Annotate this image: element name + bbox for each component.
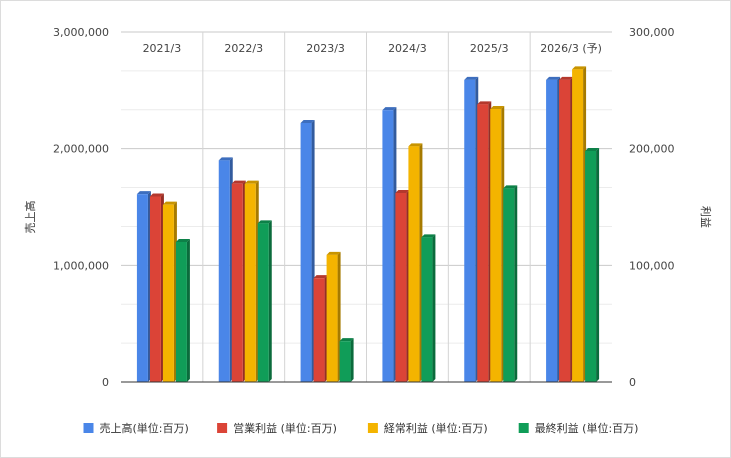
bar-4-2021/3 — [175, 239, 190, 382]
legend-swatch — [367, 423, 378, 433]
legend-item-4[interactable]: 最終利益 (単位:百万) — [518, 421, 639, 435]
bar-2-2023/3 — [313, 275, 328, 382]
legend-item-3[interactable]: 経常利益 (単位:百万) — [367, 421, 488, 435]
y-right-tick-label: 100,000 — [629, 259, 675, 272]
bar-2-2025/3 — [477, 101, 492, 382]
y-axis-left-title: 売上高 — [23, 201, 37, 234]
legend-label: 売上高(単位:百万) — [100, 421, 189, 435]
legend-item-1[interactable]: 売上高(単位:百万) — [83, 421, 189, 435]
bar-3-2021/3 — [162, 201, 177, 382]
axes: 2021/3 2022/3 2023/3 2024/3 2025/3 2026/3 (予)… — [53, 26, 674, 389]
bar-1-2021/3 — [136, 191, 151, 382]
gridlines — [121, 31, 612, 382]
bar-3-2022/3 — [244, 180, 259, 382]
bar-2-2024/3 — [395, 190, 410, 382]
bar-3-2025/3 — [490, 106, 505, 382]
bar-1-2026/3 (予) — [546, 76, 561, 382]
legend-swatch — [217, 423, 228, 433]
bar-3-2024/3 — [408, 143, 423, 382]
y-axis-right-title: 利益 — [699, 206, 713, 228]
x-tick-label: 2025/3 — [470, 42, 509, 55]
y-left-tick-label: 2,000,000 — [53, 143, 109, 156]
bar-1-2025/3 — [464, 76, 479, 382]
y-left-tick-label: 1,000,000 — [53, 259, 109, 272]
x-tick-label: 2021/3 — [143, 42, 182, 55]
y-right-tick-label: 0 — [629, 376, 636, 389]
bar-1-2022/3 — [218, 157, 233, 382]
bar-1-2023/3 — [300, 120, 315, 382]
bar-4-2026/3 (予) — [585, 148, 600, 382]
bar-4-2025/3 — [503, 185, 518, 382]
bar-1-2024/3 — [382, 107, 397, 383]
bar-3-2023/3 — [326, 251, 341, 382]
bars — [136, 66, 600, 383]
bar-4-2024/3 — [421, 234, 436, 382]
legend-label: 営業利益 (単位:百万) — [233, 421, 337, 435]
bar-3-2026/3 (予) — [572, 66, 587, 382]
legend-swatch — [518, 423, 529, 433]
y-right-tick-label: 300,000 — [629, 26, 675, 39]
bar-2-2026/3 (予) — [559, 76, 574, 382]
x-tick-label: 2024/3 — [388, 42, 427, 55]
bar-4-2022/3 — [257, 220, 272, 382]
legend: 売上高(単位:百万) 営業利益 (単位:百万) 経常利益 (単位:百万) 最終利益 (… — [83, 421, 639, 435]
x-tick-label: 2026/3 (予) — [540, 42, 602, 55]
x-tick-label: 2022/3 — [224, 42, 263, 55]
legend-item-2[interactable]: 営業利益 (単位:百万) — [217, 421, 337, 435]
bar-2-2022/3 — [231, 180, 246, 382]
y-right-tick-label: 200,000 — [629, 143, 675, 156]
y-left-tick-label: 0 — [102, 376, 109, 389]
x-tick-label: 2023/3 — [306, 42, 345, 55]
bar-4-2023/3 — [339, 338, 354, 382]
legend-label: 最終利益 (単位:百万) — [535, 421, 639, 435]
bar-2-2021/3 — [149, 193, 164, 382]
legend-swatch — [83, 423, 94, 433]
y-left-tick-label: 3,000,000 — [53, 26, 109, 39]
legend-label: 経常利益 (単位:百万) — [384, 421, 488, 435]
